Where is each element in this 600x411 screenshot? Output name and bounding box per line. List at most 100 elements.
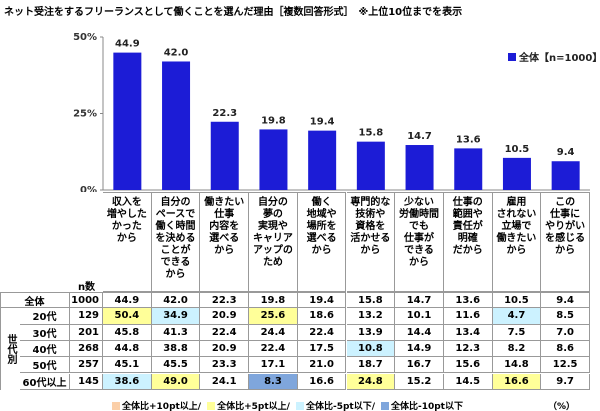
value-cell: 49.0 (151, 373, 201, 390)
n-header: n数 (77, 282, 96, 293)
value-cell: 12.3 (443, 340, 493, 358)
value-cell: 19.8 (249, 292, 298, 309)
value-cell: 45.1 (103, 357, 152, 374)
legend-swatch (295, 402, 304, 410)
value-cell: 22.4 (200, 324, 250, 341)
value-cell: 14.7 (395, 292, 444, 309)
category-label: 働く 地域や 場所を 選べる から (297, 192, 347, 292)
bar (502, 157, 531, 190)
group-label: 世代別 (5, 334, 16, 365)
value-cell: 18.7 (346, 357, 396, 374)
category-label: 働きたい 仕事 内容を 選べる から (200, 192, 250, 292)
value-cell: 38.6 (103, 373, 152, 390)
value-cell: 9.4 (541, 292, 590, 309)
value-cell: 8.2 (492, 340, 542, 358)
value-cell: 14.9 (395, 340, 444, 358)
value-cell: 21.0 (297, 357, 347, 374)
category-label: この 仕事に やりがい を感じる から (541, 192, 590, 292)
category-label: 自分の ペースで 働く時間 を決める ことが できる から (151, 192, 201, 292)
category-label: 専門的な 技術や 資格を 活かせる から (346, 192, 396, 292)
value-label: 44.9 (115, 39, 140, 50)
bar (356, 141, 385, 190)
bar (210, 121, 239, 190)
bar (551, 161, 580, 190)
value-label: 9.4 (557, 147, 575, 158)
n-cell: 201 (70, 324, 103, 341)
legend-label: 全体比+5pt以上/ (217, 402, 290, 411)
y-tick-label: 25% (73, 109, 97, 120)
value-label: 19.8 (261, 115, 286, 126)
value-cell: 20.9 (200, 308, 250, 325)
value-cell: 13.9 (346, 324, 396, 341)
value-cell: 19.4 (297, 292, 347, 309)
value-cell: 22.4 (297, 324, 347, 341)
legend-label: 全体比-10pt以下 (390, 402, 463, 411)
value-cell: 34.9 (151, 308, 201, 325)
bar (259, 129, 288, 190)
value-label: 19.4 (310, 117, 335, 128)
value-cell: 16.6 (297, 373, 347, 390)
value-cell: 44.9 (103, 292, 152, 309)
category-label: 雇用 されない 立場で 働きたい から (492, 192, 542, 292)
value-cell: 45.8 (103, 324, 152, 341)
value-cell: 44.8 (103, 340, 152, 358)
value-cell: 22.3 (200, 292, 250, 309)
legend-label: 全体比-5pt以下/ (305, 402, 375, 411)
value-cell: 14.4 (395, 324, 444, 341)
category-label: 仕事の 範囲や 責任が 明確 だから (443, 192, 493, 292)
value-cell: 13.4 (443, 324, 493, 341)
value-cell: 24.8 (346, 373, 396, 390)
category-label: 収入を 増やした かった から (103, 192, 152, 292)
group-border (0, 292, 1, 390)
bar (113, 52, 142, 190)
bar (405, 145, 434, 190)
row-label: 20代 (20, 308, 70, 325)
value-cell: 7.0 (541, 324, 590, 341)
unit-label: （%） (548, 402, 576, 411)
value-label: 22.3 (212, 108, 237, 119)
legend-label: 全体【n=1000】 (518, 51, 600, 64)
value-cell: 13.6 (443, 292, 493, 309)
value-cell: 17.1 (249, 357, 298, 374)
chart: 0% 25% 50% 44.9 42.0 22.3 19.8 19.4 15.8 14.7 13.6… (73, 32, 600, 192)
value-cell: 10.1 (395, 308, 444, 325)
row-label: 全体 (0, 292, 70, 309)
value-cell: 22.4 (249, 340, 298, 358)
legend-swatch (508, 53, 516, 61)
value-cell: 11.6 (443, 308, 493, 325)
legend-swatch (112, 402, 120, 410)
value-cell: 10.5 (492, 292, 542, 309)
value-cell: 23.3 (200, 357, 250, 374)
bar (162, 61, 191, 191)
category-label: 少ない 労働時間 でも 仕事が できる から (395, 192, 444, 292)
n-cell: 268 (70, 340, 103, 358)
row-label: 50代 (20, 357, 70, 374)
value-cell: 50.4 (103, 308, 152, 325)
value-cell: 15.8 (346, 292, 396, 309)
value-label: 15.8 (359, 128, 384, 139)
value-label: 13.6 (456, 134, 481, 145)
legend-label: 全体比+10pt以上/ (122, 402, 202, 411)
value-cell: 45.5 (151, 357, 201, 374)
value-cell: 7.5 (492, 324, 542, 341)
value-cell: 15.2 (395, 373, 444, 390)
y-tick-label: 0% (80, 185, 97, 192)
bar (308, 130, 337, 190)
value-cell: 12.5 (541, 357, 590, 374)
value-label: 10.5 (505, 144, 530, 155)
value-cell: 18.6 (297, 308, 347, 325)
value-label: 14.7 (407, 131, 432, 142)
value-cell: 16.7 (395, 357, 444, 374)
value-cell: 14.8 (492, 357, 542, 374)
value-cell: 24.4 (249, 324, 298, 341)
chart-title: ネット受注をするフリーランスとして働くことを選んだ理由［複数回答形式］ ※上位1… (4, 7, 463, 18)
value-cell: 25.6 (249, 308, 298, 325)
value-label: 42.0 (164, 47, 189, 58)
n-cell: 257 (70, 357, 103, 374)
row-label: 60代以上 (20, 373, 70, 390)
value-cell: 41.3 (151, 324, 201, 341)
y-tick-label: 50% (73, 32, 97, 43)
value-cell: 4.7 (492, 308, 542, 325)
value-cell: 13.2 (346, 308, 396, 325)
